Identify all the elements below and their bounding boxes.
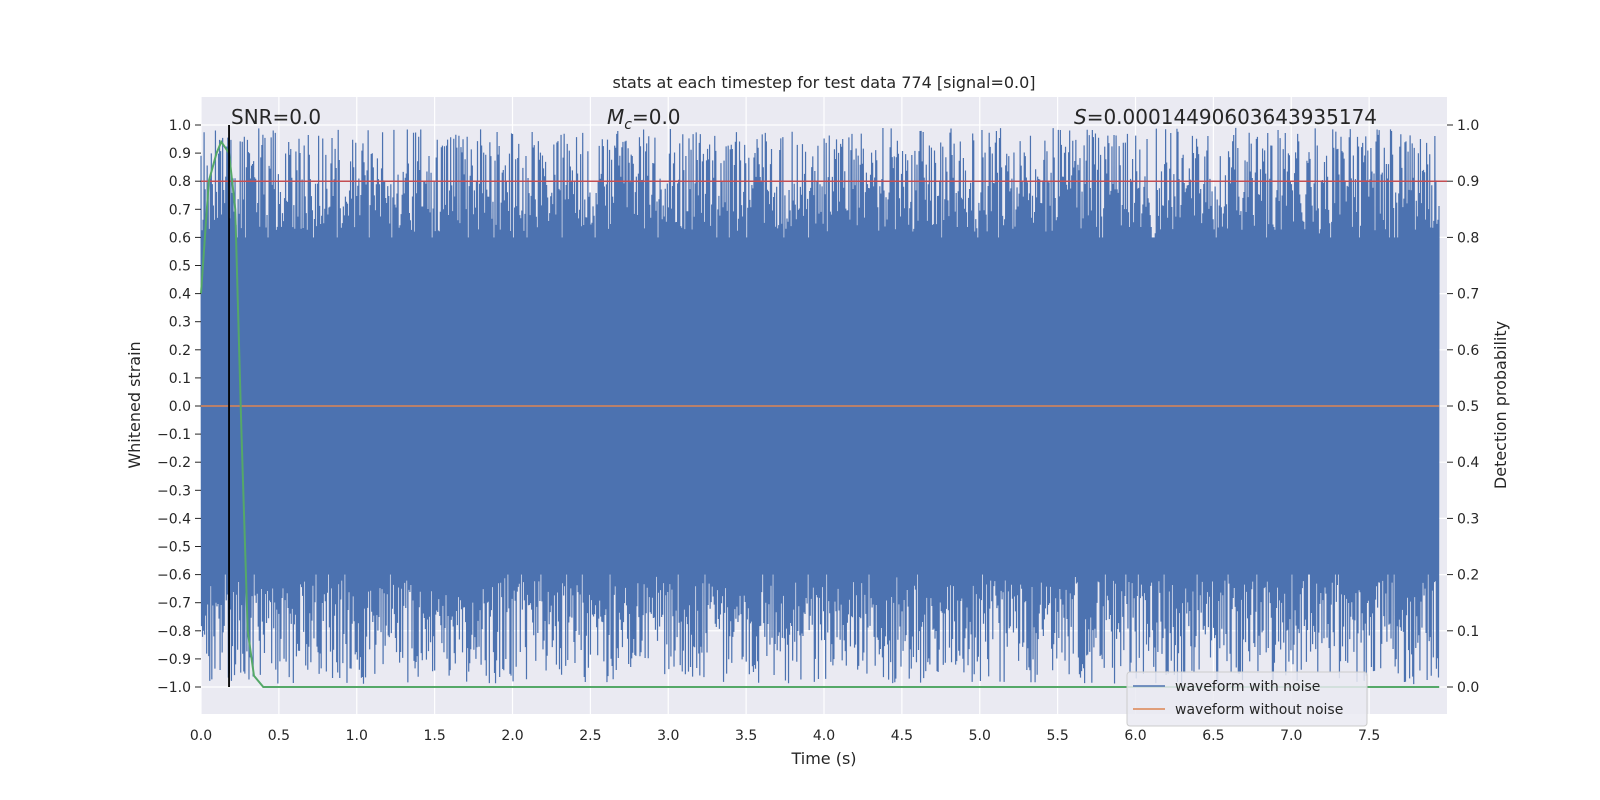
- x-tick-label: 4.0: [813, 728, 835, 744]
- x-tick-label: 5.0: [969, 728, 991, 744]
- x-tick-label: 1.0: [346, 728, 368, 744]
- y2-tick-label: 0.3: [1457, 511, 1479, 527]
- x-tick-label: 3.0: [657, 728, 679, 744]
- y-tick-label: 0.4: [169, 287, 191, 303]
- y-tick-label: −0.2: [157, 455, 191, 471]
- mc-annotation: Mc=0.0: [607, 105, 681, 133]
- y-tick-label: 1.0: [169, 118, 191, 134]
- y-tick-label: 0.1: [169, 371, 191, 387]
- x-tick-label: 2.0: [501, 728, 523, 744]
- y-axis-label: Whitened strain: [125, 341, 144, 468]
- y-tick-label: −0.4: [157, 511, 191, 527]
- y2-tick-label: 0.8: [1457, 230, 1479, 246]
- y2-tick-label: 0.5: [1457, 399, 1479, 415]
- noise-waveform-line: [200, 127, 1440, 685]
- y2-tick-label: 0.4: [1457, 455, 1479, 471]
- y-tick-label: −0.1: [157, 427, 191, 443]
- x-tick-label: 1.5: [423, 728, 445, 744]
- y2-tick-label: 0.9: [1457, 174, 1479, 190]
- y-tick-label: −0.9: [157, 652, 191, 668]
- overlay-series: [200, 125, 1447, 688]
- mc-subscript: c: [624, 117, 632, 133]
- legend-box: [1126, 671, 1368, 727]
- x-tick-label: 7.0: [1280, 728, 1302, 744]
- snr-annotation: SNR=0.0: [231, 105, 321, 129]
- x-tick-label: 6.5: [1202, 728, 1224, 744]
- s-annotation: S=0.00014490603643935174: [1074, 105, 1377, 129]
- y2-tick-label: 0.2: [1457, 568, 1479, 584]
- y-tick-label: −0.6: [157, 568, 191, 584]
- x-tick-label: 2.5: [579, 728, 601, 744]
- y-tick-label: −0.8: [157, 624, 191, 640]
- y2-tick-label: 0.7: [1457, 287, 1479, 303]
- legend: waveform with noise waveform without noi…: [1126, 671, 1368, 727]
- y-tick-label: 0.9: [169, 146, 191, 162]
- x-tick-label: 5.5: [1046, 728, 1068, 744]
- x-tick-label: 4.5: [891, 728, 913, 744]
- y-tick-label: 0.6: [169, 230, 191, 246]
- y-tick-label: 0.7: [169, 202, 191, 218]
- y-tick-label: −0.7: [157, 596, 191, 612]
- axes: 0.0 0.5 1.0 1.5 2.0 2.5 3.0 3.5 4.0 4.5 5.0 5.5 6.0 6…: [157, 118, 1479, 744]
- chart-title: stats at each timestep for test data 774…: [612, 73, 1035, 92]
- y-tick-label: −0.5: [157, 540, 191, 556]
- y2-tick-label: 0.6: [1457, 343, 1479, 359]
- x-tick-label: 0.0: [190, 728, 212, 744]
- x-tick-label: 7.5: [1358, 728, 1380, 744]
- s-symbol: S: [1074, 105, 1087, 129]
- x-tick-label: 3.5: [735, 728, 757, 744]
- y-tick-label: 0.8: [169, 174, 191, 190]
- y2-tick-label: 0.1: [1457, 624, 1479, 640]
- y2-tick-label: 0.0: [1457, 680, 1479, 696]
- x-tick-label: 6.0: [1124, 728, 1146, 744]
- y-tick-label: −1.0: [157, 680, 191, 696]
- y-tick-label: 0.0: [169, 399, 191, 415]
- y-tick-label: 0.3: [169, 315, 191, 331]
- legend-label-clean: waveform without noise: [1175, 702, 1343, 718]
- mc-symbol: M: [607, 105, 624, 129]
- x-tick-label: 0.5: [268, 728, 290, 744]
- y-tick-label: 0.2: [169, 343, 191, 359]
- detection-probability-line: [200, 139, 1440, 688]
- y-tick-label: 0.5: [169, 259, 191, 275]
- s-value: =0.00014490603643935174: [1087, 105, 1377, 129]
- mc-value: =0.0: [632, 105, 681, 129]
- y-tick-label: −0.3: [157, 483, 191, 499]
- y2-axis-label: Detection probability: [1491, 321, 1510, 489]
- legend-label-noise: waveform with noise: [1175, 679, 1320, 695]
- y2-tick-label: 1.0: [1457, 118, 1479, 134]
- x-axis-label: Time (s): [790, 749, 856, 768]
